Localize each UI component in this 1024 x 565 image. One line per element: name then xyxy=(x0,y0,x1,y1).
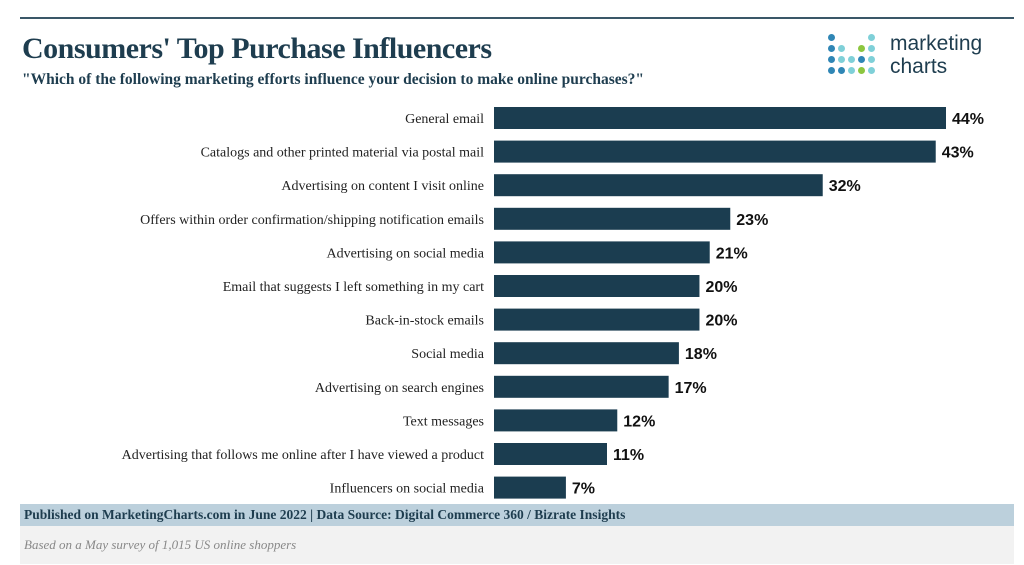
bar xyxy=(494,107,946,129)
top-rule xyxy=(20,17,1014,19)
bar xyxy=(494,342,679,365)
logo-dot xyxy=(868,45,875,52)
data-label: 18% xyxy=(685,346,717,363)
logo-line2: charts xyxy=(890,55,948,78)
data-label: 32% xyxy=(829,178,861,195)
bar xyxy=(494,140,936,163)
chart-title: Consumers' Top Purchase Influencers xyxy=(22,32,492,65)
logo-dot xyxy=(828,56,835,63)
category-label: Advertising on content I visit online xyxy=(281,179,484,194)
category-label: Text messages xyxy=(403,414,484,429)
bar xyxy=(494,308,700,331)
logo-dot xyxy=(848,56,855,63)
data-label: 20% xyxy=(705,279,737,296)
logo-dot xyxy=(828,45,835,52)
bar xyxy=(494,275,700,297)
source-footer: Published on MarketingCharts.com in June… xyxy=(20,504,1014,526)
data-label: 44% xyxy=(952,111,984,128)
category-label: Back-in-stock emails xyxy=(365,314,484,329)
category-label: Advertising on search engines xyxy=(315,381,484,396)
logo-dot xyxy=(858,45,865,52)
category-label: General email xyxy=(405,112,484,127)
data-label: 12% xyxy=(623,413,655,430)
source-text: Published on MarketingCharts.com in June… xyxy=(24,507,626,522)
logo-dot xyxy=(858,56,865,63)
note-footer: Based on a May survey of 1,015 US online… xyxy=(20,526,1014,564)
bar xyxy=(494,174,823,197)
category-label: Catalogs and other printed material via … xyxy=(201,146,485,161)
marketingcharts-logo: marketing charts xyxy=(828,30,1018,85)
logo-dot xyxy=(838,56,845,63)
category-label: Advertising on social media xyxy=(327,246,485,261)
logo-dot xyxy=(868,67,875,74)
data-label: 7% xyxy=(572,481,595,498)
category-label: Email that suggests I left something in … xyxy=(223,280,484,295)
logo-dot xyxy=(868,56,875,63)
logo-dot xyxy=(868,34,875,41)
bar xyxy=(494,409,618,432)
bar-chart: General email 44% Catalogs and other print… xyxy=(122,107,984,499)
logo-dot xyxy=(828,67,835,74)
bar xyxy=(494,443,607,465)
data-label: 20% xyxy=(705,313,737,330)
data-label: 43% xyxy=(942,145,974,162)
bar xyxy=(494,375,669,398)
logo-dot xyxy=(858,67,865,74)
category-label: Influencers on social media xyxy=(330,482,485,497)
bar xyxy=(494,207,731,230)
note-text: Based on a May survey of 1,015 US online… xyxy=(24,537,297,552)
data-label: 17% xyxy=(675,380,707,397)
data-label: 21% xyxy=(716,245,748,262)
chart-subtitle: "Which of the following marketing effort… xyxy=(22,71,644,88)
logo-dot xyxy=(838,45,845,52)
bar xyxy=(494,241,710,264)
logo-text: marketing charts xyxy=(890,32,982,78)
logo-line1: marketing xyxy=(890,32,983,55)
data-label: 23% xyxy=(736,212,768,229)
category-label: Advertising that follows me online after… xyxy=(122,448,484,463)
logo-dot xyxy=(848,67,855,74)
data-label: 11% xyxy=(613,447,644,464)
category-label: Offers within order confirmation/shippin… xyxy=(140,213,484,228)
logo-dot xyxy=(838,67,845,74)
logo-dot xyxy=(828,34,835,41)
bar xyxy=(494,476,566,499)
category-label: Social media xyxy=(411,347,484,362)
